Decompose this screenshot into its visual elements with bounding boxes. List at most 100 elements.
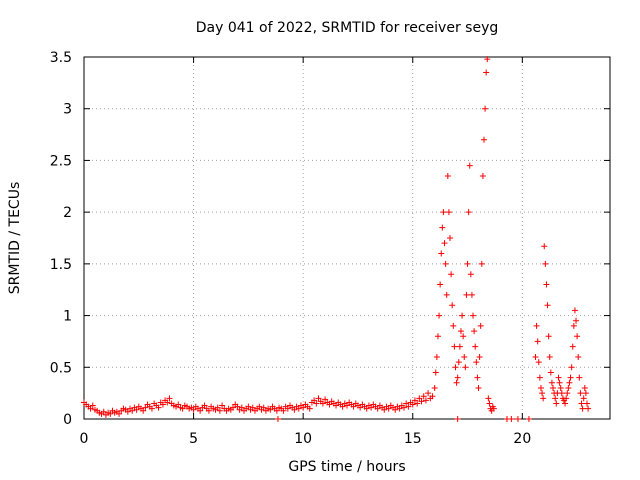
data-point (550, 384, 557, 391)
y-tick-label: 0 (63, 412, 72, 428)
data-point (433, 353, 440, 360)
data-point (447, 235, 454, 241)
data-point (385, 405, 392, 412)
x-axis-label: GPS time / hours (288, 459, 405, 475)
data-point (436, 312, 443, 319)
data-point (219, 402, 226, 409)
y-tick-label: 3 (63, 102, 72, 118)
chart-title: Day 041 of 2022, SRMTID for receiver sey… (196, 20, 499, 36)
data-point (418, 398, 425, 405)
data-point (267, 406, 274, 413)
data-point (568, 364, 575, 371)
data-point (295, 405, 302, 412)
data-point (315, 395, 322, 402)
data-point (443, 291, 450, 298)
data-point (467, 271, 474, 278)
data-point (543, 281, 550, 288)
data-point (313, 400, 320, 407)
data-point (260, 404, 267, 411)
data-point (133, 406, 140, 413)
data-point (578, 400, 585, 407)
data-point (552, 395, 559, 402)
data-point (159, 401, 166, 408)
data-point (319, 400, 326, 407)
data-point (508, 416, 515, 422)
data-point (585, 405, 592, 412)
data-point (576, 374, 583, 381)
data-point (461, 353, 468, 360)
data-point (234, 403, 241, 410)
data-point (175, 401, 182, 408)
data-point (245, 403, 252, 410)
data-point (124, 408, 131, 415)
data-point (533, 322, 540, 329)
data-point (449, 302, 456, 309)
data-point (573, 317, 580, 324)
data-point (429, 393, 436, 400)
data-point (326, 401, 333, 408)
data-point (422, 397, 429, 404)
axis-ticks (83, 56, 610, 420)
data-point (460, 333, 467, 340)
x-tick-label: 20 (513, 431, 531, 447)
y-tick-label: 2.5 (50, 153, 72, 169)
y-tick-label: 1 (63, 309, 72, 325)
data-point (439, 224, 446, 231)
data-point (553, 400, 560, 407)
data-point (580, 395, 587, 402)
data-point (539, 390, 546, 397)
data-point (473, 359, 480, 366)
data-point (566, 379, 573, 386)
data-point (216, 407, 223, 414)
data-point (274, 416, 281, 422)
data-point (448, 271, 455, 278)
y-tick-label: 1.5 (50, 257, 72, 273)
data-point (462, 364, 469, 371)
data-point (545, 333, 552, 340)
data-point (470, 312, 477, 319)
data-point (535, 359, 542, 366)
data-point (238, 404, 245, 411)
data-point (474, 374, 481, 381)
data-point (583, 400, 590, 407)
data-point (574, 333, 581, 340)
data-point (107, 410, 114, 417)
data-point (455, 359, 462, 366)
data-point (291, 406, 298, 413)
data-point (453, 379, 460, 386)
data-point (477, 322, 484, 329)
data-point (532, 353, 539, 360)
data-point (409, 401, 416, 408)
data-point (416, 395, 423, 402)
data-point (306, 405, 313, 412)
data-point (432, 369, 439, 376)
data-point (562, 400, 569, 407)
data-point (148, 405, 155, 412)
data-point (476, 353, 483, 360)
y-tick-label: 3.5 (50, 50, 72, 66)
x-tick-label: 0 (80, 431, 89, 447)
data-point (563, 395, 570, 402)
data-point (466, 162, 473, 169)
data-point (569, 343, 576, 350)
data-point (434, 333, 441, 340)
data-point (482, 105, 489, 112)
data-point (484, 56, 491, 63)
data-point (564, 390, 571, 397)
data-point (450, 322, 457, 329)
y-axis-label: SRMTID / TECUs (7, 182, 23, 295)
data-point (577, 390, 584, 397)
data-point (140, 407, 147, 414)
data-point (363, 405, 370, 412)
x-tick-labels: 0 5 10 15 20 (80, 431, 532, 447)
x-tick-label: 10 (294, 431, 312, 447)
data-point (464, 260, 471, 267)
data-point (205, 407, 212, 414)
data-point (472, 343, 479, 350)
data-point (479, 172, 486, 179)
data-point (579, 405, 586, 412)
data-point (440, 209, 447, 216)
data-point (547, 369, 554, 376)
